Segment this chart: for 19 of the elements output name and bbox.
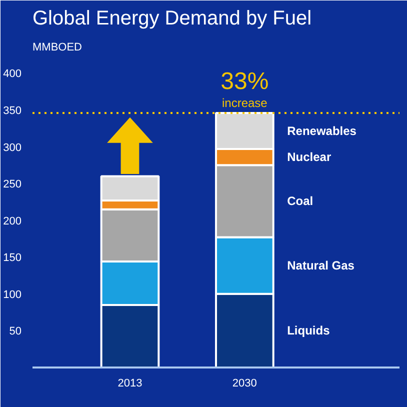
y-tick-label: 350 [3, 105, 22, 117]
series-label: Renewables [287, 124, 357, 138]
chart-subtitle: MMBOED [32, 42, 82, 54]
y-tick-label: 300 [3, 142, 22, 154]
series-label: Nuclear [287, 150, 332, 164]
y-tick-label: 400 [3, 68, 22, 80]
y-tick-label: 150 [3, 252, 22, 264]
x-tick-label: 2030 [232, 378, 257, 390]
annotation: increase [222, 96, 268, 110]
x-tick-label: 2013 [118, 378, 142, 390]
series-label: Liquids [287, 324, 330, 338]
annotation: 33% [220, 68, 269, 95]
y-tick-label: 250 [3, 178, 22, 191]
series-label: Coal [287, 194, 314, 208]
chart-title: Global Energy Demand by Fuel [32, 8, 312, 30]
y-tick-label: 50 [9, 326, 22, 338]
y-tick-label: 100 [3, 288, 22, 301]
y-tick-label: 200 [3, 215, 22, 228]
series-label: Natural Gas [287, 258, 355, 273]
